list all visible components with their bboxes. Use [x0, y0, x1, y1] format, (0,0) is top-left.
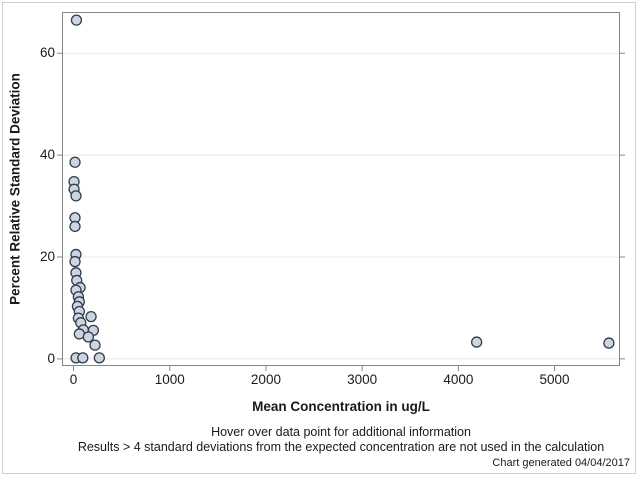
- data-point[interactable]: [70, 14, 83, 26]
- x-tick-label: 0: [69, 372, 78, 387]
- y-tick-label: 60: [39, 45, 55, 61]
- x-tick-label: 3000: [347, 372, 378, 387]
- footnote-hover-info: Hover over data point for additional inf…: [211, 425, 471, 439]
- y-axis-title: Percent Relative Standard Deviation: [7, 73, 23, 305]
- data-point[interactable]: [69, 255, 81, 268]
- footnote-exclusion-rule: Results > 4 standard deviations from the…: [77, 440, 605, 454]
- data-point[interactable]: [85, 310, 97, 323]
- x-tick-label: 4000: [443, 372, 474, 387]
- data-point[interactable]: [70, 190, 82, 202]
- x-tick-label: 2000: [250, 372, 281, 387]
- x-axis-title: Mean Concentration in ug/L: [252, 399, 430, 414]
- data-point[interactable]: [69, 156, 81, 168]
- data-point[interactable]: [93, 352, 105, 364]
- data-point[interactable]: [77, 352, 89, 364]
- x-tick-label: 5000: [539, 372, 570, 387]
- data-point[interactable]: [89, 339, 101, 351]
- scatter-plot: [57, 12, 625, 371]
- data-point[interactable]: [603, 337, 615, 349]
- y-tick-label: 20: [39, 249, 55, 264]
- data-point[interactable]: [82, 331, 95, 343]
- y-tick-label: 40: [39, 147, 55, 163]
- data-point[interactable]: [470, 336, 483, 348]
- footnote-chart-generated: Chart generated 04/04/2017: [492, 457, 630, 469]
- plot-frame: [62, 12, 620, 366]
- data-point[interactable]: [69, 220, 81, 233]
- x-tick-label: 1000: [154, 372, 185, 387]
- y-tick-label: 0: [47, 350, 55, 366]
